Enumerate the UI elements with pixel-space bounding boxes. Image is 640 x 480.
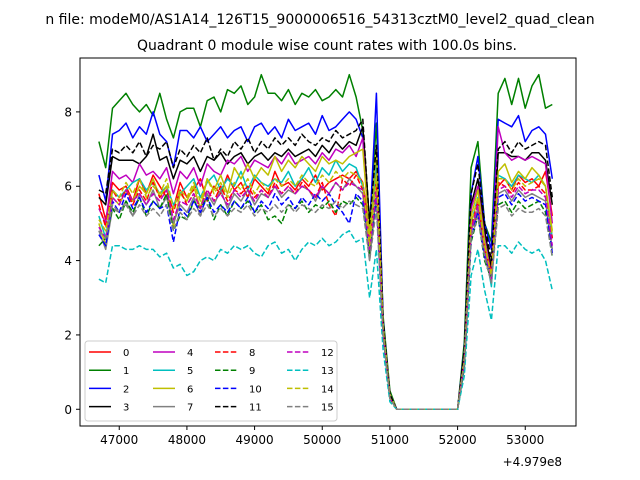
- legend-label-4: 4: [187, 348, 193, 359]
- series-line-12: [98, 181, 554, 411]
- x-offset-label: +4.979e8: [503, 455, 562, 469]
- y-tick-label: 6: [64, 180, 72, 194]
- x-tick-label: 49000: [235, 433, 273, 447]
- x-tick-label: 52000: [438, 433, 476, 447]
- series-line-13: [98, 230, 554, 411]
- x-tick-label: 48000: [168, 433, 206, 447]
- figure-suptitle: n file: modeM0/AS1A14_126T15_9000006516_…: [45, 12, 594, 28]
- series-line-7: [98, 178, 554, 411]
- legend-label-7: 7: [187, 403, 193, 414]
- series-line-1: [98, 73, 553, 411]
- y-axis: 0 2 4 6 8: [64, 105, 80, 417]
- legend-label-9: 9: [249, 366, 255, 377]
- y-tick-label: 4: [64, 254, 72, 268]
- legend-label-13: 13: [321, 366, 334, 377]
- legend-label-2: 2: [123, 384, 129, 395]
- axes-frame: [79, 57, 577, 427]
- legend-label-15: 15: [321, 403, 334, 414]
- y-tick-label: 8: [64, 105, 72, 119]
- series-line-3: [98, 126, 554, 411]
- series-line-11: [98, 118, 554, 411]
- legend-frame: [84, 340, 338, 422]
- series-line-10: [98, 192, 554, 411]
- legend-label-11: 11: [249, 403, 262, 414]
- series-line-4: [98, 126, 554, 411]
- x-tick-label: 47000: [100, 433, 138, 447]
- y-tick-label: 2: [64, 328, 72, 342]
- chart-title: Quadrant 0 module wise count rates with …: [137, 38, 517, 54]
- series-line-2: [98, 92, 554, 411]
- y-tick-label: 0: [64, 403, 72, 417]
- legend-label-10: 10: [249, 384, 262, 395]
- legend-label-14: 14: [321, 384, 334, 395]
- legend-label-5: 5: [187, 366, 193, 377]
- x-tick-label: 53000: [506, 433, 544, 447]
- legend-label-6: 6: [187, 384, 193, 395]
- x-tick-label: 50000: [303, 433, 341, 447]
- legend-label-0: 0: [123, 348, 129, 359]
- x-axis: 47000 48000 49000 50000 51000 52000 53000: [100, 426, 544, 447]
- legend-label-1: 1: [123, 366, 129, 377]
- x-tick-label: 51000: [371, 433, 409, 447]
- legend-label-3: 3: [123, 403, 129, 414]
- series-line-15: [98, 200, 554, 411]
- plot-area: [98, 73, 554, 411]
- series-line-14: [98, 170, 554, 411]
- series-line-8: [98, 174, 554, 411]
- legend-label-8: 8: [249, 348, 255, 359]
- legend-label-12: 12: [321, 348, 334, 359]
